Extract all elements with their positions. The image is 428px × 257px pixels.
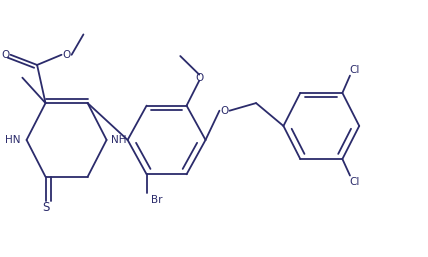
Text: O: O <box>195 73 203 83</box>
Text: O: O <box>1 50 10 60</box>
Text: Br: Br <box>151 195 162 205</box>
Text: HN: HN <box>5 135 21 145</box>
Text: O: O <box>62 50 71 60</box>
Text: O: O <box>220 106 229 116</box>
Text: Cl: Cl <box>349 177 360 187</box>
Text: Cl: Cl <box>349 65 360 75</box>
Text: NH: NH <box>110 135 126 145</box>
Text: S: S <box>42 201 49 214</box>
